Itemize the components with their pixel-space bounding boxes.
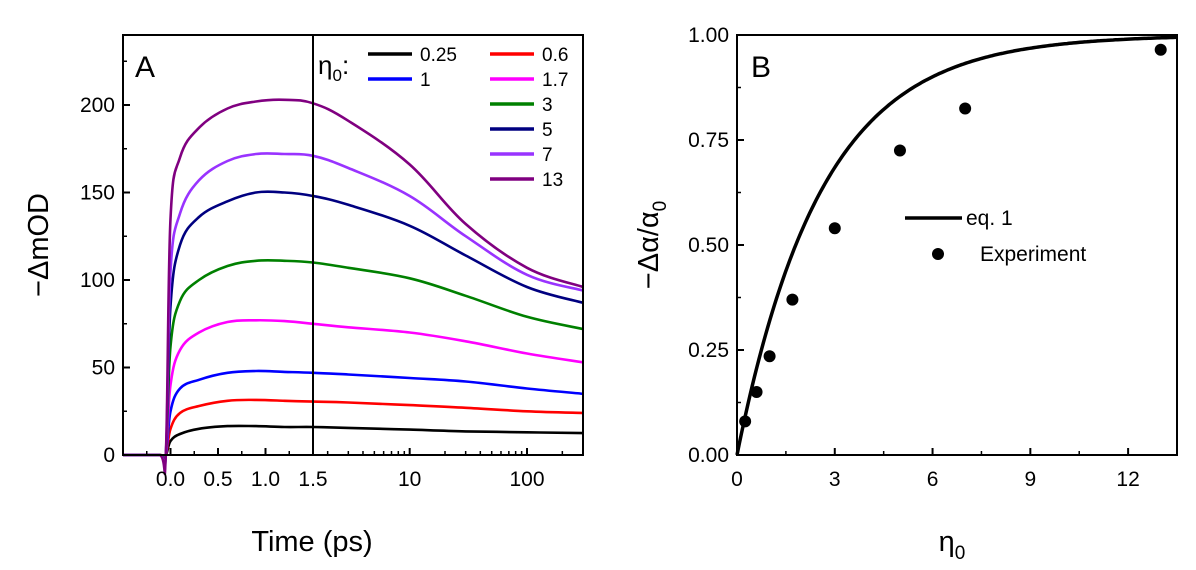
legend-marker-experiment [932,248,944,260]
x-tick-label: 0.0 [156,468,185,491]
panel-b-xlabel-subscript: 0 [955,543,966,564]
panel-b-xlabel: η0 [939,526,966,564]
experiment-point [828,222,841,235]
legend-label-eta-13: 13 [542,170,563,191]
experiment-point [959,102,972,115]
panel-a-ylabel: −ΔmOD [23,193,55,297]
series-line-eta-5 [122,190,584,469]
legend-title-colon: : [342,50,349,80]
panel-b-ylabel: −Δα/α0 [633,201,671,289]
experiment-point [763,350,776,363]
panel-b-letter: B [751,51,771,84]
panel-b-ylabel-main: −Δα/α [633,211,665,289]
panel-a-frame [122,34,584,456]
y-tick-label: 200 [80,94,115,117]
legend-title-symbol: η [318,50,332,80]
y-tick-label: 0.50 [688,234,729,257]
experiment-point [750,386,763,398]
panel-a-series-lines [122,98,584,476]
series-line-eta-1.7 [122,318,584,462]
series-line-eta-13 [122,98,584,476]
legend-label-eta-3: 3 [542,95,553,116]
x-tick-label: 3 [829,468,841,491]
y-tick-label: 0.00 [688,444,729,467]
experiment-points [739,43,1167,428]
experiment-point [786,293,799,306]
y-tick-label: 0.25 [688,339,729,362]
x-tick-label: 9 [1024,468,1036,491]
legend-label-eta-0.25: 0.25 [420,45,457,66]
panel-b-xlabel-main: η [939,526,955,558]
legend-label-eq1: eq. 1 [966,207,1013,230]
series-line-eta-0.25 [122,424,584,458]
x-tick-label: 10 [398,468,421,491]
x-tick-label: 1.5 [298,468,327,491]
panel-a-legend: η0: 0.25 0.6 1 1.7 3 5 7 13 [318,45,568,191]
legend-title: η0: [318,50,349,85]
panel-b-legend: eq. 1 Experiment [905,207,1086,266]
x-tick-label: 12 [1116,468,1139,491]
experiment-point [893,144,906,157]
eq1-model-curve [735,35,1178,456]
panel-b-ticks: 0.00 0.25 0.50 0.75 1.00 0 3 6 9 12 [688,24,1178,491]
panel-a-xlabel: Time (ps) [251,526,372,558]
panel-b-frame [736,34,1178,456]
y-tick-label: 0 [103,444,115,467]
legend-label-experiment: Experiment [980,243,1086,266]
y-tick-label: 150 [80,182,115,205]
y-tick-label: 100 [80,269,115,292]
x-tick-label: 0.5 [203,468,232,491]
panel-a-letter: A [135,51,155,84]
x-tick-label: 0 [731,468,743,491]
legend-label-eta-0.6: 0.6 [542,45,568,66]
y-tick-label: 50 [92,357,115,380]
legend-label-eta-1.7: 1.7 [542,70,568,91]
experiment-point [739,415,752,428]
y-tick-label: 1.00 [688,24,729,47]
x-tick-label: 6 [927,468,939,491]
legend-title-subscript: 0 [332,66,341,85]
panel-b-ylabel-subscript: 0 [650,201,671,212]
legend-label-eta-7: 7 [542,145,553,166]
y-tick-label: 0.75 [688,129,729,152]
legend-label-eta-5: 5 [542,120,553,141]
experiment-point [1154,43,1167,56]
legend-label-eta-1: 1 [420,70,431,91]
x-tick-label: 100 [509,468,544,491]
x-tick-label: 1.0 [251,468,280,491]
series-line-eta-1 [122,369,584,460]
panel-b: 0.00 0.25 0.50 0.75 1.00 0 3 6 9 12 B eq. 1 Exper… [633,24,1178,564]
